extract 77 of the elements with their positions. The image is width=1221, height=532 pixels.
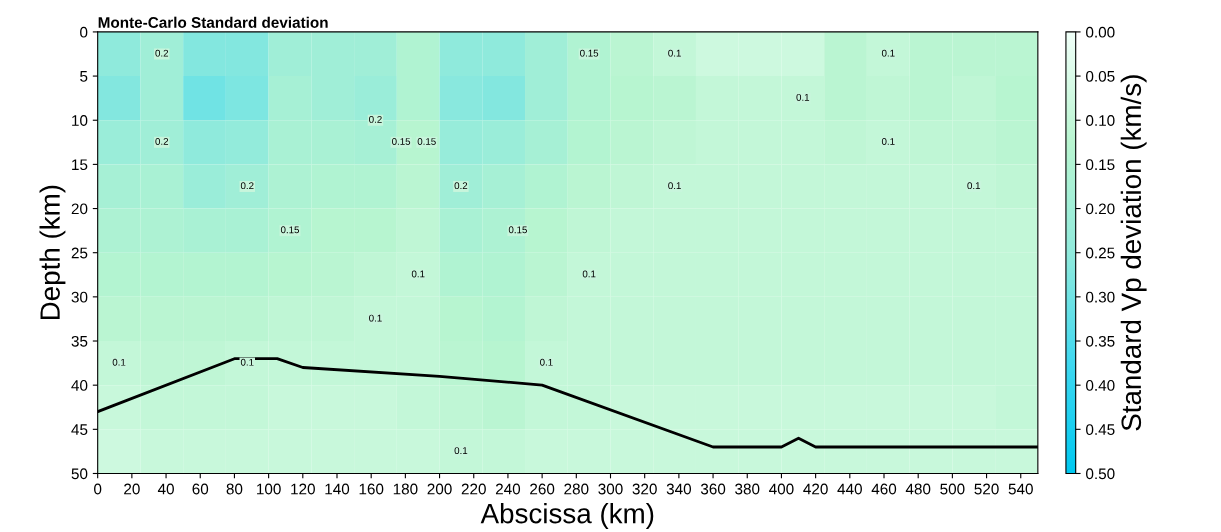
annotation: 0.1 (582, 270, 596, 278)
x-axis-title: Abscissa (km) (480, 503, 654, 529)
x-tick-label: 100 (257, 483, 281, 495)
y-tick-label: 40 (71, 380, 88, 391)
annotation: 0.15 (580, 49, 599, 57)
color-bar-label: 0.05 (1086, 70, 1115, 82)
y-tick-label: 25 (71, 247, 88, 259)
y-tick-label: 30 (71, 291, 88, 303)
annotation: 0.2 (155, 49, 169, 57)
x-tick-label: 140 (325, 483, 350, 495)
annotation: 0.1 (796, 93, 810, 101)
color-bar-title: Standard Vp deviation (km/s) (1120, 75, 1147, 431)
annotation: 0.2 (454, 182, 468, 190)
color-bar-label: 0.30 (1086, 291, 1115, 303)
annotation: 0.1 (967, 182, 981, 190)
annotation: 0.15 (417, 138, 436, 145)
x-tick-label: 60 (192, 483, 209, 495)
x-tick-label: 20 (124, 483, 140, 495)
annotation: 0.1 (668, 49, 681, 57)
x-tick-label: 380 (735, 483, 760, 495)
annotation: 0.2 (155, 138, 169, 145)
color-bar-label: 0.45 (1086, 424, 1115, 436)
x-tick-label: 420 (803, 483, 828, 495)
color-bar-label: 0.15 (1086, 159, 1115, 171)
color-bar-label: 0.40 (1086, 380, 1115, 391)
annotation: 0.1 (881, 49, 895, 57)
annotation: 0.1 (454, 447, 468, 455)
x-tick-label: 480 (905, 483, 931, 495)
annotation: 0.1 (369, 314, 382, 322)
color-bar-label: 0.25 (1086, 247, 1115, 259)
color-bar-label: 0.10 (1086, 115, 1115, 126)
y-tick-label: 35 (71, 335, 88, 347)
x-tick-label: 80 (226, 483, 243, 495)
color-bar-label: 0.00 (1086, 26, 1115, 38)
annotation: 0.1 (112, 358, 126, 366)
y-tick-label: 15 (72, 159, 88, 171)
annotation: 0.1 (240, 358, 254, 366)
annotation: 0.1 (540, 358, 553, 366)
x-tick-label: 180 (393, 483, 418, 495)
y-tick-label: 50 (71, 468, 88, 480)
x-tick-label: 280 (564, 483, 589, 495)
color-bar-label: 0.20 (1086, 203, 1115, 215)
x-tick-label: 300 (598, 483, 623, 495)
annotation: 0.1 (668, 182, 681, 190)
y-tick-label: 5 (80, 71, 88, 82)
x-tick-label: 220 (461, 483, 486, 495)
x-tick-label: 500 (940, 483, 965, 495)
y-axis-title: Depth (km) (39, 185, 66, 320)
chart-title: Monte-Carlo Standard deviation (98, 16, 328, 28)
x-tick-label: 260 (530, 483, 555, 495)
annotation: 0.15 (280, 226, 300, 234)
x-tick-label: 400 (769, 483, 794, 495)
y-tick-label: 10 (72, 115, 88, 126)
x-tick-label: 40 (157, 483, 174, 495)
x-tick-label: 160 (359, 483, 384, 495)
annotation: 0.2 (369, 115, 382, 123)
x-tick-label: 440 (837, 483, 862, 495)
y-tick-label: 0 (80, 26, 88, 38)
x-tick-label: 200 (427, 483, 452, 495)
annotation: 0.1 (881, 138, 895, 145)
x-tick-label: 520 (974, 483, 999, 495)
x-tick-label: 460 (871, 483, 897, 495)
y-tick-label: 20 (71, 203, 88, 215)
annotation: 0.15 (508, 226, 527, 234)
annotation: 0.15 (392, 138, 411, 145)
x-tick-label: 320 (632, 483, 657, 495)
x-tick-label: 360 (700, 483, 726, 495)
x-tick-label: 0 (94, 483, 102, 495)
annotation: 0.2 (240, 182, 254, 190)
x-tick-label: 120 (291, 483, 315, 495)
color-bar-label: 0.50 (1086, 468, 1115, 480)
x-tick-label: 340 (666, 483, 692, 495)
x-tick-label: 540 (1008, 483, 1033, 495)
color-bar-label: 0.35 (1086, 335, 1115, 347)
y-tick-label: 45 (71, 424, 88, 436)
x-tick-label: 240 (495, 483, 521, 495)
annotation: 0.1 (411, 270, 425, 278)
